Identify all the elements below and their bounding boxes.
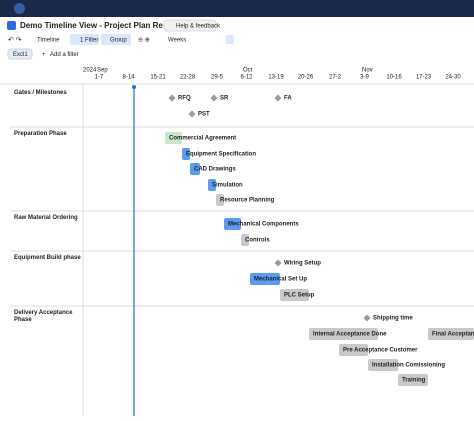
milestone-label: PST [198,112,210,118]
milestone-label: FA [284,96,292,102]
milestone[interactable] [168,94,176,102]
group-label: Delivery Acceptance Phase [14,310,73,323]
task-bar[interactable] [339,344,368,356]
task-label: Internal Acceptance Done [313,332,387,338]
task-label: PLC Setup [284,293,315,299]
group-cell: Equipment Build phase [14,255,81,261]
group-label: Preparation Phase [14,131,67,137]
week-label: 15-21 [150,75,166,81]
week-label: 6-12 [240,75,253,81]
task-label: Mechanical Set Up [254,277,307,283]
group-label: Raw Material Ordering [14,215,78,221]
milestone-label: Wiring Setup [284,261,321,267]
filter-tag-label[interactable]: Excl1 [13,52,28,58]
filter-tag[interactable] [7,48,33,60]
view-select[interactable]: Timeline [37,38,60,44]
milestone[interactable] [188,110,196,118]
group-label: Gates / Milestones [14,90,67,96]
week-label: 8-14 [122,75,135,81]
month-label: Nov [362,68,373,74]
month-label: Sep [97,68,108,74]
task-bar[interactable] [368,359,398,371]
week-label: 17-23 [416,75,432,81]
task-bar[interactable] [398,374,428,386]
group-label: Equipment Build phase [14,255,81,261]
milestone[interactable] [210,94,218,102]
page-title: Demo Timeline View - Project Plan Result [20,21,177,30]
undo[interactable]: ↶ ↷ [8,37,22,44]
milestone[interactable] [363,314,371,322]
group-button[interactable] [101,34,131,45]
task-label: Equipment Specification [186,152,256,158]
milestone-label: Shipping time [373,316,413,322]
year-label: 2024 [83,68,97,74]
help-label[interactable]: Help & feedback [176,24,221,30]
week-label: 24-30 [445,75,461,81]
group-cell: Preparation Phase [14,131,67,137]
task-label: Commercial Agreement [169,136,236,142]
task-label: Controls [245,238,270,244]
task-label: Installation Comissioning [372,363,445,369]
filter-label[interactable]: 1 Filter [80,38,98,44]
group-cell: Delivery Acceptance Phase [14,310,73,323]
week-label: 10-16 [386,75,402,81]
view-icon [7,21,16,30]
zoom-icons[interactable]: ⊖ ⊕ [138,38,150,44]
add-filter-label[interactable]: Add a filter [50,52,79,58]
scale-select[interactable]: Weeks [168,38,186,44]
task-bar[interactable] [165,132,182,144]
add-filter[interactable]: + [42,52,46,58]
task-label: Mechanical Components [228,222,299,228]
milestone[interactable] [274,94,282,102]
filter-button[interactable] [70,34,99,45]
task-bar[interactable] [216,194,224,206]
app-logo[interactable] [14,3,25,14]
month-label: Oct [243,68,253,74]
task-bar[interactable] [280,289,309,301]
week-label: 29-5 [211,75,224,81]
milestone-label: RFQ [178,96,191,102]
task-label: CAD Drawings [194,167,236,173]
week-label: 3-9 [360,75,369,81]
task-bar[interactable] [224,218,241,230]
milestone-label: SR [220,96,229,102]
task-bar[interactable] [309,328,378,340]
task-bar[interactable] [208,179,216,191]
week-label: 22-28 [180,75,196,81]
week-label: 13-19 [268,75,284,81]
today-dot [132,85,136,89]
milestone[interactable] [274,259,282,267]
task-bar[interactable] [182,148,190,160]
week-label: 1-7 [95,75,104,81]
view-toggle[interactable] [226,35,234,44]
help-button[interactable] [163,19,217,32]
group-label[interactable]: Group [110,38,127,44]
week-label: 27-2 [329,75,342,81]
task-label: Pre Acceptance Customer [343,348,418,354]
task-bar[interactable] [250,273,280,285]
task-label: Training [402,378,426,384]
task-label: Final Acceptance [432,332,474,338]
task-bar[interactable] [428,328,474,340]
task-label: Resource Planning [220,198,275,204]
task-label: Simulation [212,183,243,189]
task-bar[interactable] [190,163,200,175]
top-bar [0,0,474,17]
group-cell: Gates / Milestones [14,90,67,96]
task-bar[interactable] [241,234,249,246]
week-label: 20-26 [298,75,314,81]
group-cell: Raw Material Ordering [14,215,78,221]
